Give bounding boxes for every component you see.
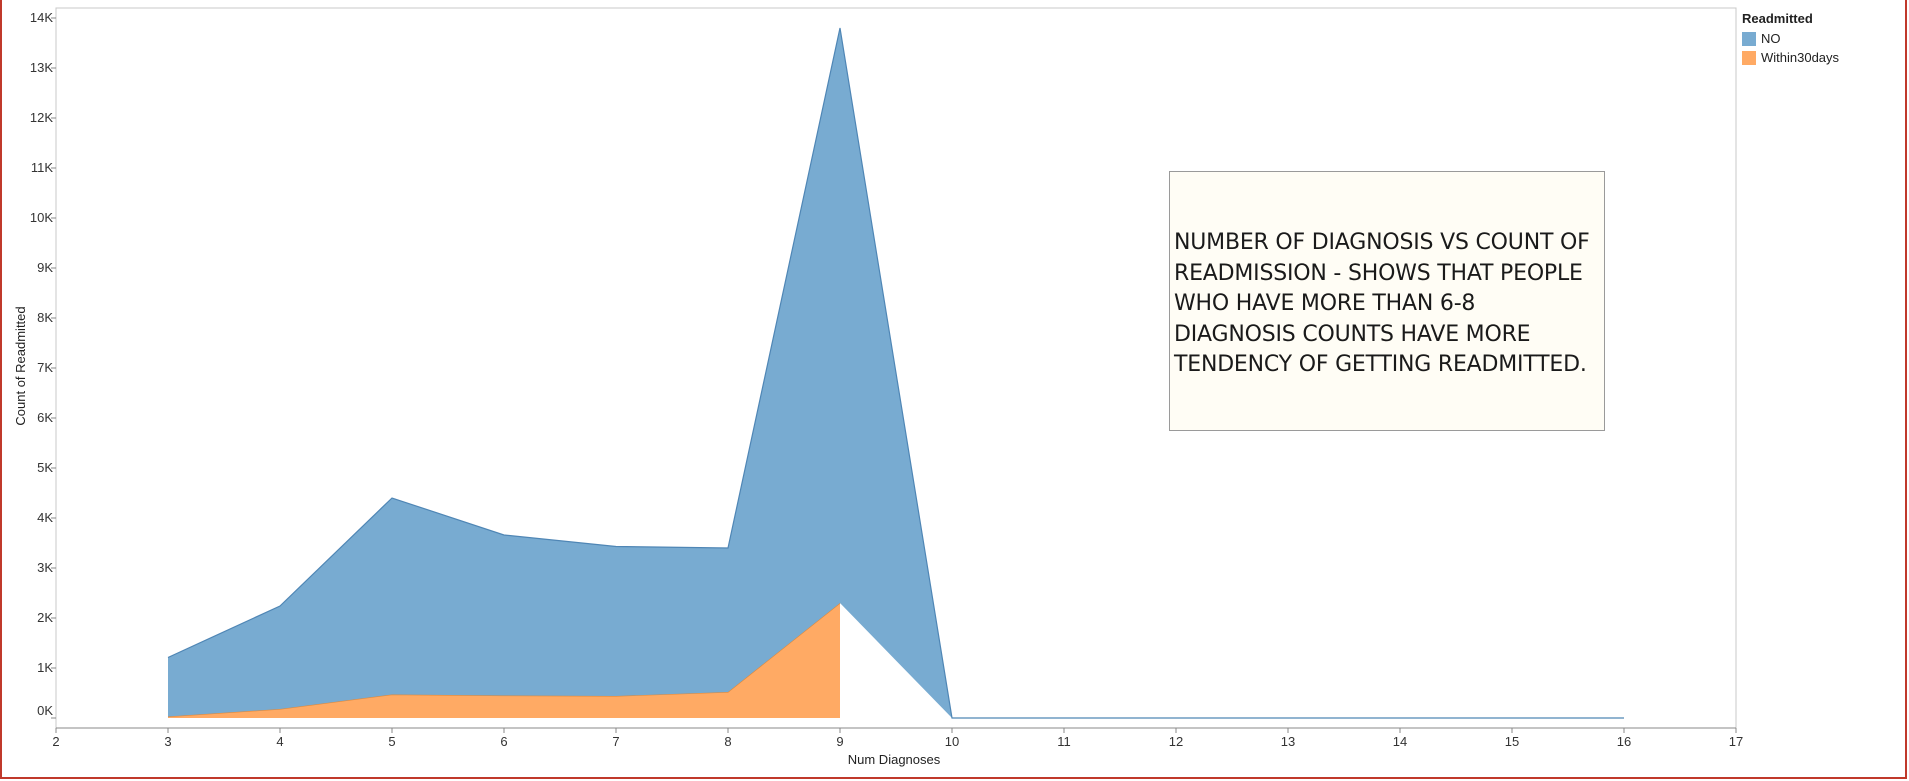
x-tick-label: 12 bbox=[1169, 734, 1183, 749]
y-tick-label: 11K bbox=[31, 160, 53, 175]
legend-item-no[interactable]: NO bbox=[1742, 29, 1839, 48]
x-tick-label: 16 bbox=[1617, 734, 1631, 749]
x-tick-label: 17 bbox=[1729, 734, 1743, 749]
y-tick-label: 5K bbox=[37, 460, 53, 475]
x-tick-label: 6 bbox=[500, 734, 507, 749]
y-tick-label: 10K bbox=[30, 210, 53, 225]
legend-swatch-no bbox=[1742, 31, 1756, 46]
x-tick-label: 4 bbox=[276, 734, 283, 749]
x-tick-label: 9 bbox=[836, 734, 843, 749]
y-tick-label: 13K bbox=[30, 60, 53, 75]
annotation-box: NUMBER OF DIAGNOSIS VS COUNT OF READMISS… bbox=[1169, 171, 1605, 431]
y-tick-label: 0K bbox=[37, 703, 53, 718]
y-tick-label: 1K bbox=[37, 660, 53, 675]
x-tick-label: 8 bbox=[724, 734, 731, 749]
y-tick-label: 7K bbox=[37, 360, 53, 375]
x-tick-label: 11 bbox=[1057, 734, 1071, 749]
x-tick-label: 7 bbox=[612, 734, 619, 749]
y-tick-label: 4K bbox=[37, 510, 53, 525]
legend-label-no: NO bbox=[1761, 31, 1781, 46]
legend: Readmitted NO Within30days bbox=[1742, 11, 1839, 67]
legend-item-within30days[interactable]: Within30days bbox=[1742, 48, 1839, 67]
x-tick-label: 3 bbox=[164, 734, 171, 749]
y-tick-label: 2K bbox=[37, 610, 53, 625]
legend-swatch-within30days bbox=[1742, 50, 1756, 65]
y-tick-label: 8K bbox=[37, 310, 53, 325]
line-no bbox=[167, 27, 1624, 719]
y-tick-label: 12K bbox=[30, 110, 53, 125]
x-tick-label: 15 bbox=[1505, 734, 1519, 749]
x-tick-label: 14 bbox=[1393, 734, 1407, 749]
y-tick-label: 9K bbox=[37, 260, 53, 275]
x-axis-title: Num Diagnoses bbox=[848, 752, 941, 767]
legend-title: Readmitted bbox=[1742, 11, 1813, 26]
area-within30days[interactable] bbox=[168, 603, 840, 718]
y-tick-label: 3K bbox=[37, 560, 53, 575]
y-axis-title: Count of Readmitted bbox=[13, 306, 28, 425]
x-tick-label: 13 bbox=[1281, 734, 1295, 749]
x-tick-label: 2 bbox=[52, 734, 59, 749]
x-tick-label: 5 bbox=[388, 734, 395, 749]
x-tick-label: 10 bbox=[945, 734, 959, 749]
legend-label-within30days: Within30days bbox=[1761, 50, 1840, 65]
y-tick-label: 14K bbox=[30, 10, 53, 25]
y-tick-label: 6K bbox=[37, 410, 53, 425]
